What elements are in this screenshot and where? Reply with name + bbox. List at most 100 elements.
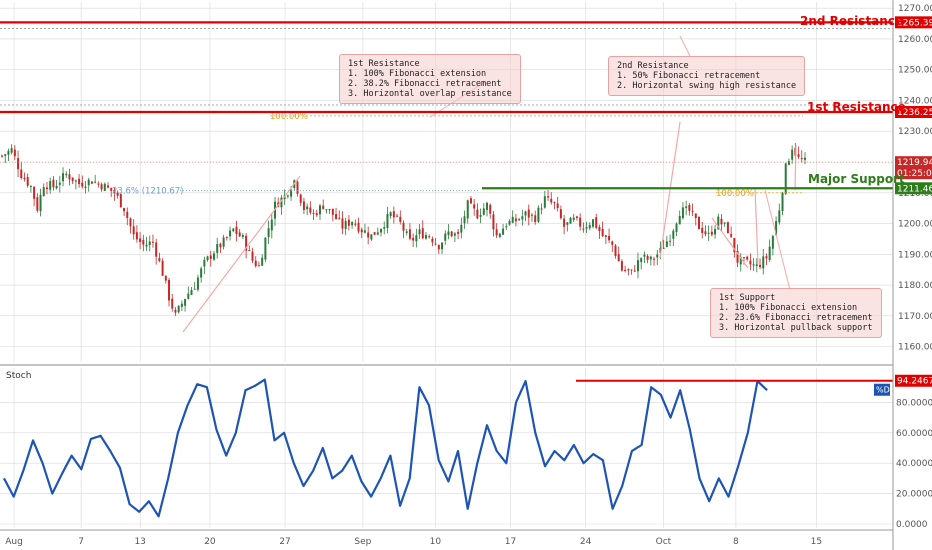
candle-body: [582, 228, 585, 230]
candle-body: [556, 203, 559, 209]
y-tick-label: 1270.00: [898, 4, 932, 14]
candle-body: [649, 256, 652, 260]
candle-body: [601, 228, 604, 237]
projection-arrow: [794, 144, 797, 191]
stoch-badge-label: %D: [876, 386, 890, 395]
candle-body: [624, 269, 627, 271]
current-price-label: 1219.94: [897, 158, 932, 168]
candle-body: [453, 233, 456, 236]
candle-body: [103, 183, 106, 191]
candle-body: [222, 237, 225, 247]
candle-body: [354, 223, 357, 225]
candle-body: [469, 198, 472, 204]
callout-2nd-resistance: 2nd Resistance 1. 50% Fibonacci retracem…: [608, 56, 806, 96]
candle-body: [418, 229, 421, 235]
candle-body: [318, 205, 321, 215]
candle-body: [177, 305, 180, 313]
candle-body: [614, 245, 617, 257]
candle-body: [13, 149, 16, 157]
candle-body: [527, 209, 530, 218]
candle-body: [254, 260, 257, 267]
candle-body: [611, 241, 614, 245]
y-tick-label: 1170.00: [898, 312, 932, 322]
candle-body: [730, 234, 733, 237]
candle-body: [717, 216, 720, 230]
candle-body: [463, 216, 466, 224]
fib-level-label: 100.00%: [270, 112, 308, 122]
candle-body: [450, 231, 453, 237]
candle-body: [78, 178, 81, 184]
candle-body: [29, 186, 32, 188]
candle-body: [656, 254, 659, 258]
candle-body: [20, 169, 23, 179]
candle-body: [759, 264, 762, 268]
candle-body: [585, 227, 588, 229]
candle-body: [804, 157, 806, 160]
candle-body: [373, 232, 376, 235]
candle-body: [762, 256, 765, 269]
candle-body: [164, 275, 167, 281]
candle-body: [81, 182, 84, 187]
candle-body: [402, 222, 405, 231]
candle-body: [653, 258, 656, 260]
candle-body: [168, 279, 171, 301]
candle-body: [473, 204, 476, 209]
price-badge-label: 1236.25: [897, 108, 932, 118]
candle-body: [90, 181, 93, 184]
countdown-label: 01:25:05: [897, 169, 932, 179]
candle-body: [563, 218, 566, 227]
candle-body: [267, 228, 270, 238]
current-price-badge: [895, 156, 932, 180]
candle-body: [691, 211, 694, 213]
candle-body: [437, 245, 440, 250]
candle-body: [232, 228, 235, 232]
candle-body: [566, 222, 569, 225]
candle-body: [492, 214, 495, 230]
candle-body: [200, 268, 203, 278]
stoch-badge: [874, 383, 890, 396]
candle-body: [148, 241, 151, 246]
candle-body: [714, 229, 717, 235]
candle-body: [325, 209, 328, 211]
x-tick-label: 20: [204, 537, 216, 547]
candle-body: [726, 222, 729, 234]
candle-body: [42, 187, 45, 197]
candle-body: [787, 161, 790, 165]
candle-body: [74, 180, 77, 182]
projection-arrow: [711, 217, 749, 269]
candle-body: [187, 293, 190, 299]
candle-body: [338, 217, 341, 219]
price-badge: [895, 106, 932, 118]
candle-body: [694, 213, 697, 219]
candle-body: [592, 219, 595, 227]
candle-body: [775, 221, 778, 236]
candle-body: [604, 235, 607, 237]
candle-body: [688, 205, 691, 211]
candle-body: [489, 204, 492, 214]
candle-body: [264, 237, 267, 260]
candle-body: [701, 227, 704, 233]
candle-body: [286, 195, 289, 197]
candle-body: [681, 207, 684, 218]
candle-body: [514, 218, 517, 222]
candle-body: [575, 216, 578, 219]
candle-body: [685, 206, 688, 208]
candle-body: [280, 197, 283, 208]
candle-body: [126, 211, 129, 218]
label-major-support: Major Support: [808, 172, 905, 186]
candle-body: [257, 265, 260, 267]
candle-body: [212, 253, 215, 260]
candle-body: [742, 257, 745, 259]
candle-body: [238, 232, 241, 237]
candle-body: [62, 173, 65, 182]
candle-body: [290, 189, 293, 197]
candle-body: [588, 225, 591, 229]
candle-body: [261, 257, 264, 266]
candle-body: [595, 217, 598, 228]
candle-body: [299, 194, 302, 203]
price-badge: [895, 182, 932, 195]
candle-body: [71, 177, 74, 182]
x-tick-label: 24: [580, 537, 592, 547]
candle-body: [174, 309, 177, 313]
candle-body: [633, 270, 636, 272]
